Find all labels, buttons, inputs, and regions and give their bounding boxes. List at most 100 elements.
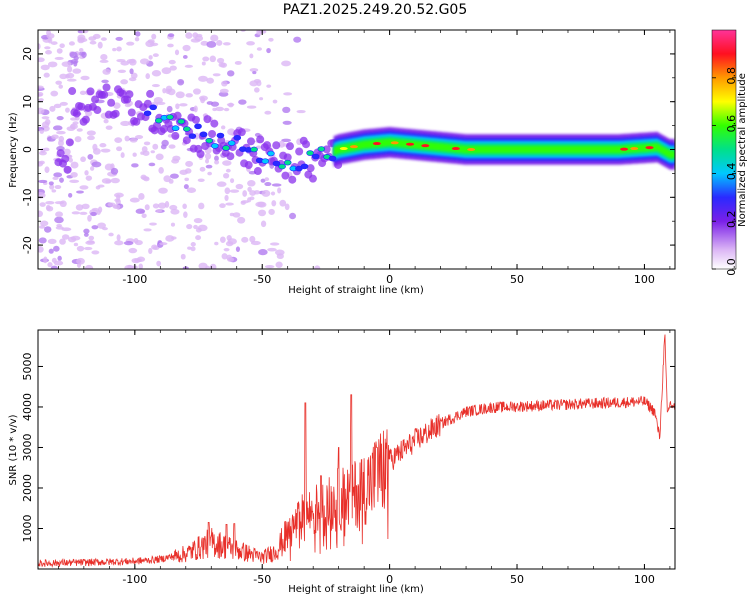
- heatmap-cell: [68, 192, 73, 198]
- heatmap-cell: [100, 90, 109, 99]
- heatmap-cell: [127, 108, 136, 117]
- heatmap-cell: [226, 152, 235, 161]
- heatmap-cell: [267, 247, 277, 252]
- heatmap-cell: [268, 208, 275, 216]
- heatmap-cell: [56, 116, 64, 121]
- heatmap-cell: [47, 238, 57, 244]
- heatmap-cell: [143, 176, 150, 182]
- heatmap-cell: [193, 224, 198, 230]
- heatmap-cell: [162, 87, 167, 94]
- heatmap-cell: [123, 241, 134, 246]
- heatmap-cell: [260, 178, 266, 183]
- heatmap-cell: [159, 242, 168, 246]
- heatmap-cell: [107, 98, 116, 107]
- heatmap-cell: [195, 227, 202, 233]
- heatmap-cell: [218, 62, 226, 68]
- heatmap-cell: [209, 55, 217, 63]
- heatmap-cell: [208, 129, 217, 138]
- heatmap-cell: [59, 200, 67, 208]
- heatmap-cell: [129, 68, 134, 75]
- heatmap-cell: [81, 115, 90, 124]
- heatmap-cell: [120, 120, 131, 127]
- heatmap-cell: [126, 41, 135, 46]
- heatmap-cell: [266, 84, 272, 88]
- heatmap-blob: [227, 140, 236, 146]
- heatmap-cell: [79, 185, 89, 190]
- heatmap-cell: [184, 64, 193, 68]
- heatmap-cell: [103, 119, 109, 124]
- heatmap-cell: [238, 99, 247, 105]
- heatmap-cell: [91, 250, 100, 255]
- heatmap-cell: [288, 175, 297, 184]
- heatmap-cell: [71, 211, 81, 215]
- heatmap-cell: [179, 103, 188, 107]
- heatmap-cell: [230, 178, 235, 184]
- heatmap-cell: [125, 90, 134, 99]
- heatmap-cell: [128, 58, 137, 66]
- heatmap-cell: [216, 40, 223, 46]
- heatmap-cell: [114, 198, 121, 203]
- heatmap-cell: [128, 247, 138, 254]
- heatmap-blob: [171, 125, 180, 132]
- heatmap-cell: [151, 70, 162, 77]
- heatmap-cell: [88, 235, 95, 241]
- heatmap-cell: [130, 72, 138, 79]
- heatmap-cell: [84, 170, 89, 176]
- heatmap-cell: [275, 261, 283, 268]
- heatmap-cell: [241, 236, 249, 243]
- heatmap-cell: [116, 146, 123, 152]
- heatmap-cell: [206, 41, 217, 48]
- heatmap-cell: [97, 222, 106, 229]
- heatmap-cell: [100, 37, 107, 41]
- heatmap-cell: [57, 255, 62, 261]
- heatmap-cell: [293, 36, 302, 43]
- heatmap-cell: [43, 72, 50, 78]
- heatmap-cell: [264, 265, 275, 269]
- heatmap-peak: [645, 146, 654, 150]
- chart-title: PAZ1.2025.249.20.52.G05: [282, 2, 468, 18]
- heatmap-cell: [308, 174, 317, 183]
- heatmap-cell: [70, 161, 79, 169]
- heatmap-cell: [68, 87, 77, 96]
- heatmap-cell: [205, 158, 210, 164]
- heatmap-cell: [264, 177, 270, 182]
- heatmap-cell: [70, 171, 78, 178]
- snr-panel: -100 -50 0 50 100 1000 2000 3000 4000 5000 Height…: [8, 329, 676, 595]
- heatmap-cell: [76, 128, 83, 132]
- heatmap-cell: [59, 43, 65, 49]
- heatmap-cell: [158, 202, 167, 209]
- heatmap-cell: [51, 189, 57, 193]
- heatmap-cell: [124, 135, 130, 142]
- heatmap-cell: [229, 189, 240, 193]
- heatmap-cell: [183, 211, 188, 218]
- heatmap-cell: [221, 253, 228, 260]
- heatmap-cell: [223, 172, 230, 179]
- heatmap-cell: [148, 162, 156, 167]
- heatmap-cell: [68, 41, 75, 46]
- heatmap-cell: [81, 203, 90, 210]
- heatmap-cell: [249, 68, 259, 72]
- spectrogram-heatmap: [38, 30, 675, 269]
- heatmap-cell: [117, 69, 127, 73]
- heatmap-cell: [152, 121, 161, 130]
- heatmap-cell: [59, 101, 68, 106]
- heatmap-cell: [87, 135, 95, 141]
- heatmap-cell: [149, 42, 159, 47]
- heatmap-cell: [63, 148, 71, 156]
- heatmap-cell: [38, 179, 48, 184]
- x-tick-label: -50: [253, 573, 271, 586]
- heatmap-blob: [205, 137, 214, 144]
- heatmap-cell: [302, 140, 311, 149]
- heatmap-cell: [133, 238, 139, 244]
- heatmap-cell: [152, 143, 159, 150]
- heatmap-cell: [134, 31, 141, 37]
- heatmap-blob: [261, 158, 270, 164]
- heatmap-cell: [281, 171, 290, 180]
- heatmap-cell: [80, 75, 90, 81]
- heatmap-cell: [114, 137, 123, 143]
- heatmap-cell: [220, 125, 226, 130]
- heatmap-peak: [372, 142, 381, 146]
- heatmap-cell: [199, 95, 208, 101]
- heatmap-cell: [39, 150, 47, 156]
